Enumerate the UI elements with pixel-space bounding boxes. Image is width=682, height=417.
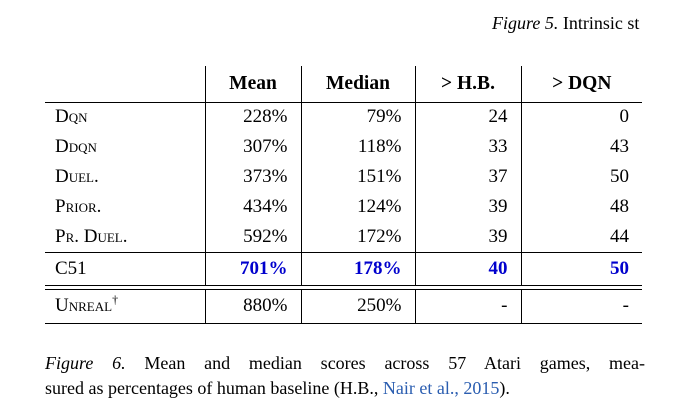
cell-median: 178% <box>300 251 415 286</box>
row-label: C51 <box>45 251 205 286</box>
table-row-unreal: Unreal† 880% 250% - - <box>45 289 642 324</box>
double-rule-gap <box>45 285 642 290</box>
cell-mean: 434% <box>204 192 301 222</box>
cell-mean: 592% <box>204 222 301 252</box>
rule-gap-cell <box>301 285 415 290</box>
row-label: Dqn <box>55 106 88 128</box>
table-row-prior: Prior. 434% 124% 39 48 <box>45 192 642 222</box>
cell-gt-dqn: - <box>520 289 642 324</box>
caption-line-1: Figure 6. Mean and median scores across … <box>45 351 645 376</box>
cell-gt-dqn: 0 <box>520 102 642 132</box>
cell-gt-dqn: 50 <box>520 251 642 286</box>
figure6-caption: Figure 6. Mean and median scores across … <box>45 351 645 401</box>
rule-gap-cell <box>45 285 205 290</box>
rule-gap-cell <box>521 285 642 290</box>
empty-corner-cell <box>45 66 205 103</box>
row-label: Duel. <box>55 166 99 187</box>
cell-median: 124% <box>300 192 415 222</box>
row-label: Pr. Duel. <box>55 225 128 247</box>
row-label: Prior. <box>55 196 102 217</box>
cell-gt-hb: - <box>414 289 521 324</box>
figure5-caption-fragment: Figure 5. Intrinsic st <box>492 13 639 34</box>
header-mean: Mean <box>204 66 301 103</box>
cell-gt-hb: 39 <box>414 192 521 222</box>
rule-gap-cell <box>415 285 521 290</box>
caption-text-line2-prefix: sured as percentages of human baseline (… <box>45 378 383 398</box>
cell-median: 250% <box>300 289 415 324</box>
cell-gt-dqn: 50 <box>520 162 642 192</box>
cell-gt-hb: 24 <box>414 102 521 132</box>
figure6-label: Figure 6. <box>45 353 126 373</box>
row-label: Ddqn <box>55 136 97 157</box>
row-label: Unreal† <box>45 289 205 324</box>
results-table: Mean Median > H.B. > DQN Dqn 228% 79% 24… <box>45 66 642 324</box>
cell-median: 151% <box>300 162 415 192</box>
cell-mean: 880% <box>204 289 301 324</box>
table-row-dqn: Dqn 228% 79% 24 0 <box>45 102 642 132</box>
figure5-text: Intrinsic st <box>562 13 640 33</box>
figure5-label: Figure 5. <box>492 13 559 33</box>
dagger-footnote-marker: † <box>112 292 119 307</box>
cell-median: 118% <box>300 132 415 162</box>
table-header-row: Mean Median > H.B. > DQN <box>45 66 642 103</box>
cell-median: 79% <box>300 102 415 132</box>
citation-link-nair2015[interactable]: Nair et al., 2015 <box>382 378 500 398</box>
cell-gt-dqn: 48 <box>520 192 642 222</box>
cell-gt-hb: 37 <box>414 162 521 192</box>
table-row-ddqn: Ddqn 307% 118% 33 43 <box>45 132 642 162</box>
cell-gt-dqn: 43 <box>520 132 642 162</box>
header-gt-dqn: > DQN <box>520 66 642 103</box>
cell-mean: 307% <box>204 132 301 162</box>
table-row-c51: C51 701% 178% 40 50 <box>45 251 642 286</box>
cell-mean: 228% <box>204 102 301 132</box>
cell-gt-hb: 39 <box>414 222 521 252</box>
table-row-duel: Duel. 373% 151% 37 50 <box>45 162 642 192</box>
cell-mean: 701% <box>204 251 301 286</box>
table-row-pr-duel: Pr. Duel. 592% 172% 39 44 <box>45 222 642 252</box>
unreal-label: Unreal <box>55 295 113 316</box>
caption-line-2: sured as percentages of human baseline (… <box>45 376 645 401</box>
header-gt-hb: > H.B. <box>414 66 521 103</box>
header-median: Median <box>300 66 415 103</box>
rule-gap-cell <box>205 285 301 290</box>
cell-gt-dqn: 44 <box>520 222 642 252</box>
cell-median: 172% <box>300 222 415 252</box>
cell-gt-hb: 33 <box>414 132 521 162</box>
cell-mean: 373% <box>204 162 301 192</box>
caption-text-line1: Mean and median scores across 57 Atari g… <box>144 353 645 373</box>
caption-text-line2-suffix: ). <box>499 378 510 398</box>
cell-gt-hb: 40 <box>414 251 521 286</box>
